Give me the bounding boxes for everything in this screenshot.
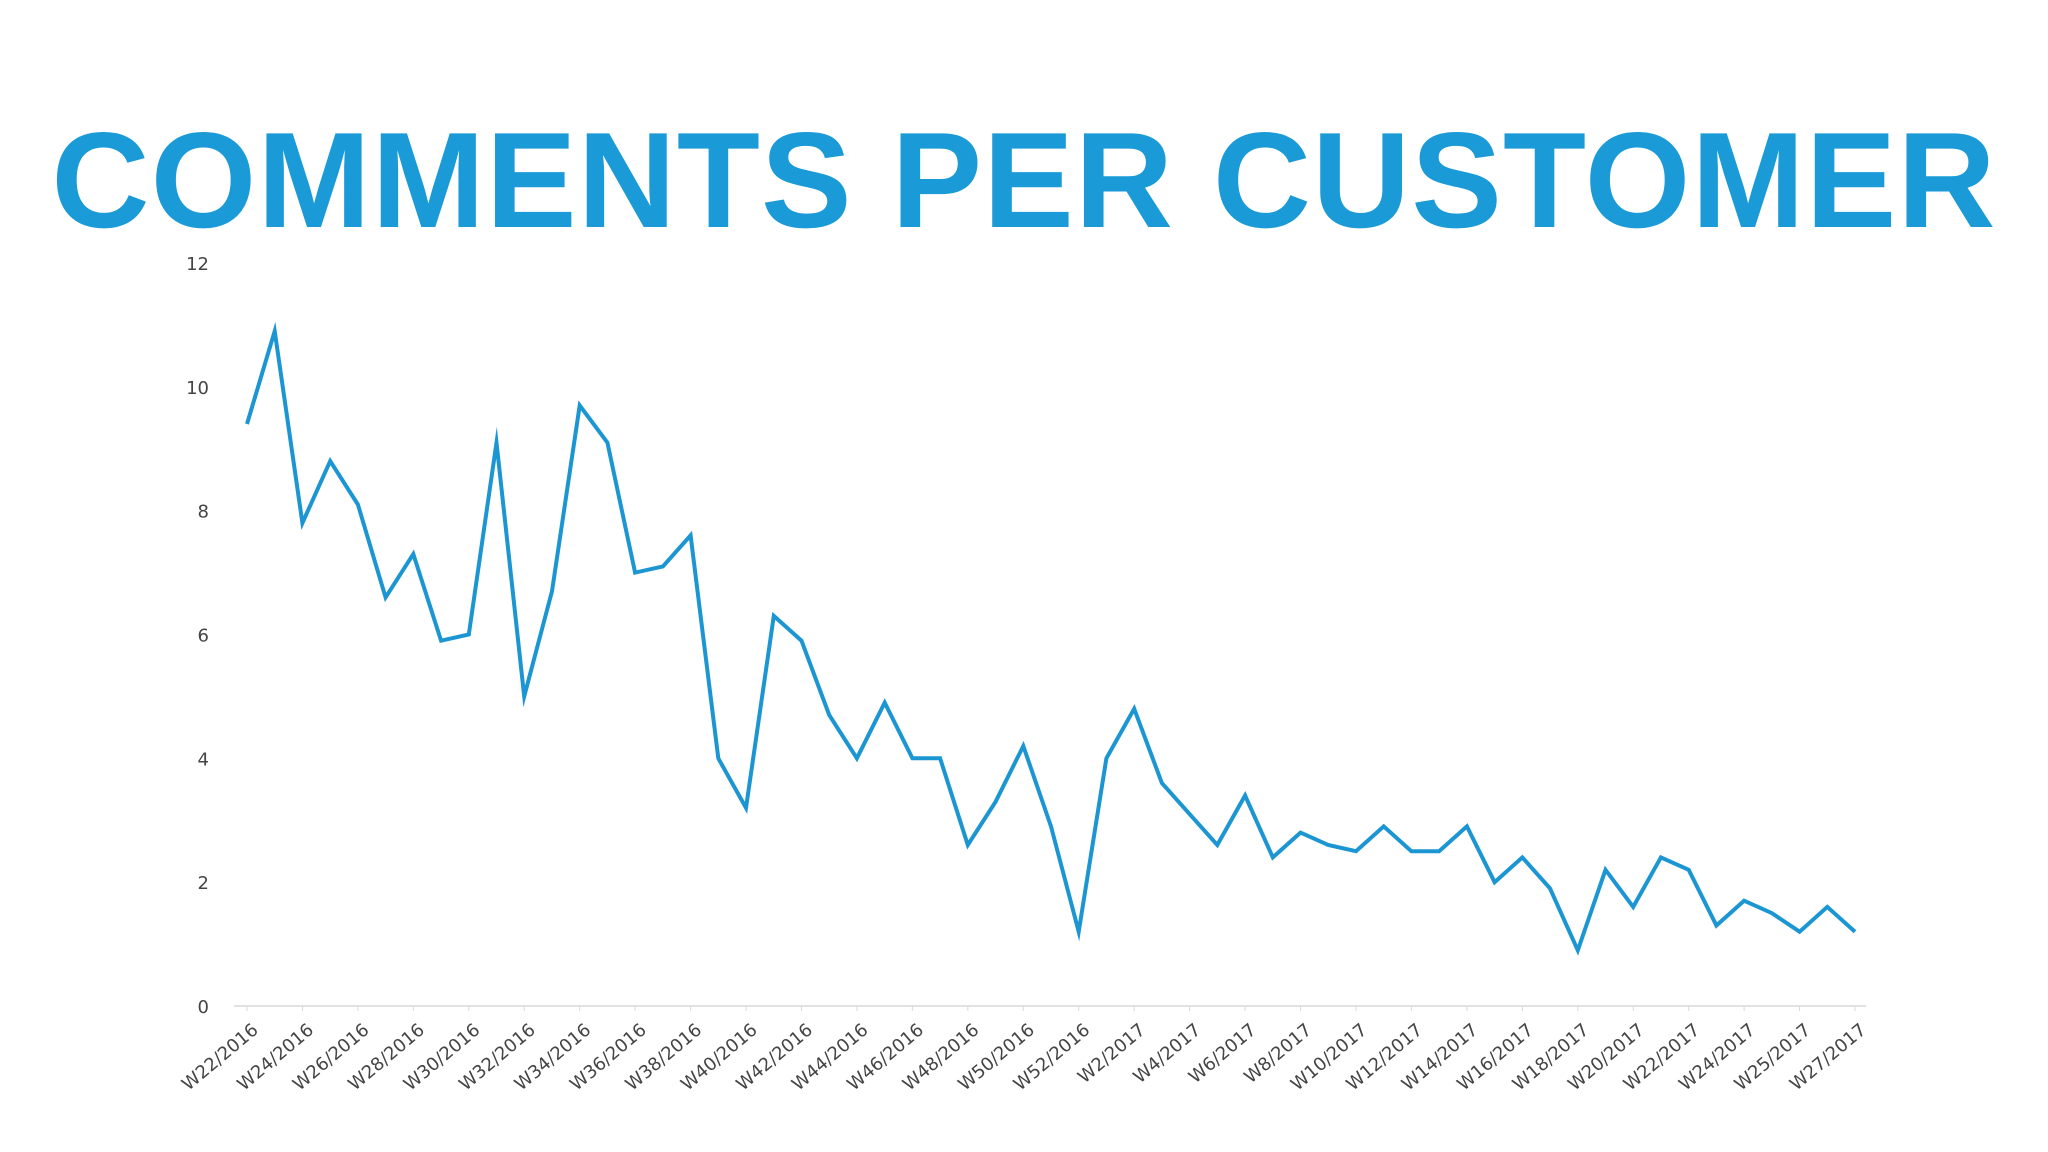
y-tick-label: 0 — [198, 997, 209, 1018]
x-axis: W22/2016W24/2016W26/2016W28/2016W30/2016… — [178, 1005, 1870, 1095]
data-point — [1021, 744, 1025, 748]
data-point — [1243, 794, 1247, 798]
data-point — [1548, 886, 1552, 890]
data-point — [356, 503, 360, 507]
y-tick-label: 12 — [186, 254, 209, 275]
data-point — [772, 614, 776, 618]
data-point — [1077, 930, 1081, 934]
data-point — [550, 589, 554, 593]
data-point — [495, 441, 499, 445]
data-point — [1853, 930, 1857, 934]
data-point — [467, 633, 471, 637]
chart-title: COMMENTS PER CUSTOMER — [51, 104, 1997, 256]
data-point — [1215, 843, 1219, 847]
data-point — [1576, 948, 1580, 952]
data-point — [273, 329, 277, 333]
data-point — [1326, 843, 1330, 847]
data-point — [661, 564, 665, 568]
data-point — [578, 403, 582, 407]
data-point — [522, 694, 526, 698]
data-point — [744, 806, 748, 810]
series-line — [245, 321, 1857, 956]
data-point — [966, 843, 970, 847]
y-tick-label: 8 — [198, 502, 209, 523]
data-point — [1104, 756, 1108, 760]
data-point — [605, 441, 609, 445]
data-point — [800, 639, 804, 643]
data-point — [1299, 831, 1303, 835]
data-point — [1188, 812, 1192, 816]
y-tick-label: 4 — [198, 749, 209, 770]
data-point — [994, 800, 998, 804]
y-tick-label: 6 — [198, 626, 209, 647]
data-point — [1160, 781, 1164, 785]
data-point — [689, 533, 693, 537]
data-point — [910, 756, 914, 760]
data-point — [1714, 924, 1718, 928]
data-point — [633, 571, 637, 575]
data-point — [1437, 849, 1441, 853]
series-group — [245, 321, 1857, 956]
data-point — [1798, 930, 1802, 934]
data-point — [1604, 868, 1608, 872]
data-point — [1742, 899, 1746, 903]
data-point — [1049, 824, 1053, 828]
data-point — [1770, 911, 1774, 915]
data-point — [1631, 905, 1635, 909]
y-tick-label: 2 — [198, 873, 209, 894]
y-axis: 0 2 4 6 8 10 12 — [186, 254, 209, 1018]
data-point — [938, 756, 942, 760]
data-point — [300, 521, 304, 525]
data-point — [1825, 905, 1829, 909]
data-point — [1382, 824, 1386, 828]
data-point — [1465, 824, 1469, 828]
data-point — [827, 713, 831, 717]
data-point — [328, 459, 332, 463]
data-point — [1493, 880, 1497, 884]
data-point — [245, 422, 249, 426]
data-point — [855, 756, 859, 760]
data-point — [1409, 849, 1413, 853]
data-point — [716, 756, 720, 760]
data-point — [883, 701, 887, 705]
data-point — [1520, 855, 1524, 859]
data-point — [384, 595, 388, 599]
y-tick-label: 10 — [186, 378, 209, 399]
data-point — [1132, 707, 1136, 711]
data-point — [1271, 855, 1275, 859]
data-point — [411, 552, 415, 556]
data-point — [1354, 849, 1358, 853]
data-point — [1687, 868, 1691, 872]
data-point — [439, 639, 443, 643]
data-point — [1659, 855, 1663, 859]
